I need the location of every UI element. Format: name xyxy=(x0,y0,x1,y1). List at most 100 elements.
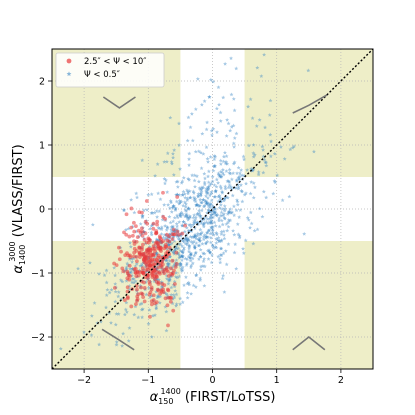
point xyxy=(174,258,179,262)
point xyxy=(187,157,192,161)
point xyxy=(218,195,223,200)
point xyxy=(149,285,154,290)
point xyxy=(209,209,214,214)
point xyxy=(178,200,183,205)
point xyxy=(179,254,184,259)
point xyxy=(234,66,239,71)
point xyxy=(177,201,182,206)
point xyxy=(199,187,204,191)
point xyxy=(223,61,228,66)
chevron-marker-0 xyxy=(102,96,136,109)
point xyxy=(191,222,196,227)
y-axis-title-base: α xyxy=(11,265,26,274)
point xyxy=(178,263,183,268)
point xyxy=(195,174,200,178)
point xyxy=(176,241,181,246)
point xyxy=(171,227,176,232)
point xyxy=(149,334,154,339)
point xyxy=(210,224,215,229)
point xyxy=(138,270,142,275)
point xyxy=(185,215,190,220)
point xyxy=(178,214,183,219)
point xyxy=(175,184,180,189)
point xyxy=(186,249,191,254)
point xyxy=(221,172,226,177)
point xyxy=(180,179,185,184)
point xyxy=(222,208,227,213)
point xyxy=(197,213,202,218)
point xyxy=(227,180,232,184)
point xyxy=(202,264,207,269)
point xyxy=(158,263,163,268)
point xyxy=(171,204,176,208)
point xyxy=(211,232,216,237)
point xyxy=(150,252,155,257)
point xyxy=(132,250,137,255)
point xyxy=(140,315,145,319)
point xyxy=(187,216,192,220)
point xyxy=(224,169,229,173)
point xyxy=(148,226,153,231)
point xyxy=(202,99,207,103)
point xyxy=(217,205,222,210)
point xyxy=(164,309,169,314)
point xyxy=(104,268,109,273)
point xyxy=(177,255,182,260)
point xyxy=(164,258,169,262)
point xyxy=(193,250,198,255)
point xyxy=(208,212,213,217)
point xyxy=(175,224,180,229)
point xyxy=(204,186,209,191)
point xyxy=(188,195,193,200)
point xyxy=(229,56,234,61)
point xyxy=(201,185,206,190)
point xyxy=(193,232,198,237)
point xyxy=(139,301,144,306)
point xyxy=(213,212,218,217)
point xyxy=(206,185,211,190)
point xyxy=(249,221,254,226)
shaded-region-2 xyxy=(244,241,373,369)
point xyxy=(168,220,173,225)
point xyxy=(122,230,126,235)
point xyxy=(264,195,269,200)
point xyxy=(218,118,223,123)
point xyxy=(220,206,225,211)
point xyxy=(233,242,238,246)
point xyxy=(155,219,160,224)
point xyxy=(210,174,215,179)
point xyxy=(209,260,214,265)
point xyxy=(168,299,173,304)
point xyxy=(201,197,206,202)
point xyxy=(145,207,149,212)
point xyxy=(214,177,219,182)
point xyxy=(171,172,176,177)
point xyxy=(205,190,210,195)
point xyxy=(153,249,157,254)
point xyxy=(225,195,230,200)
point xyxy=(180,249,185,254)
point xyxy=(177,213,182,218)
point xyxy=(202,203,207,208)
y-tick-label-0: −2 xyxy=(31,333,45,344)
point xyxy=(172,284,177,289)
point xyxy=(217,238,222,243)
point xyxy=(234,178,239,182)
point xyxy=(207,216,212,221)
point xyxy=(219,232,224,236)
point xyxy=(251,142,256,147)
point xyxy=(135,298,139,303)
point xyxy=(196,194,200,199)
point xyxy=(153,173,158,178)
point xyxy=(117,245,121,250)
point xyxy=(151,226,156,231)
point xyxy=(155,214,160,219)
point xyxy=(220,213,225,218)
point xyxy=(169,241,174,245)
point xyxy=(163,178,168,183)
point xyxy=(183,275,188,279)
point xyxy=(185,295,190,300)
point xyxy=(154,209,159,213)
point xyxy=(186,206,191,211)
point xyxy=(205,239,210,244)
